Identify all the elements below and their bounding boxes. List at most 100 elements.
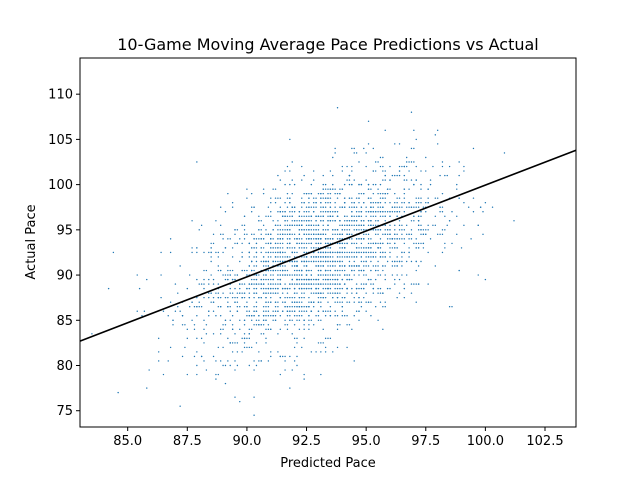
scatter-point [370, 251, 372, 254]
scatter-point [324, 283, 327, 285]
scatter-point [274, 287, 277, 290]
scatter-point [358, 211, 360, 213]
scatter-point [196, 351, 198, 353]
scatter-point [327, 283, 329, 285]
scatter-point [310, 269, 313, 272]
scatter-point [441, 229, 444, 231]
scatter-point [227, 265, 229, 267]
scatter-point [291, 215, 293, 217]
scatter-point [284, 233, 286, 236]
scatter-point [353, 147, 355, 150]
scatter-point [248, 287, 251, 290]
scatter-point [396, 233, 398, 236]
scatter-point [417, 224, 420, 227]
scatter-point [377, 260, 379, 263]
scatter-point [382, 197, 384, 199]
scatter-point [463, 224, 465, 227]
scatter-point [384, 301, 386, 303]
scatter-point [293, 206, 296, 208]
scatter-point [224, 274, 227, 276]
scatter-point [360, 242, 363, 245]
scatter-point [389, 251, 391, 254]
scatter-point [253, 287, 255, 290]
scatter-point [405, 161, 408, 163]
scatter-point [303, 319, 305, 321]
scatter-point [386, 211, 389, 213]
scatter-point [348, 220, 351, 222]
scatter-point [298, 301, 301, 303]
scatter-point [329, 242, 332, 245]
scatter-point [351, 211, 353, 213]
scatter-point [291, 301, 293, 303]
scatter-point [265, 315, 267, 317]
scatter-point [348, 233, 351, 236]
scatter-point [324, 260, 327, 263]
scatter-point [336, 242, 339, 245]
scatter-point [360, 238, 363, 240]
scatter-point [382, 156, 384, 159]
scatter-point [296, 220, 298, 222]
scatter-point [334, 192, 336, 195]
scatter-point [279, 229, 282, 231]
scatter-point [327, 215, 329, 217]
scatter-point [332, 215, 334, 217]
scatter-point [286, 247, 289, 249]
scatter-point [365, 283, 367, 285]
scatter-point [305, 192, 308, 195]
scatter-point [296, 251, 298, 254]
scatter-point [286, 197, 289, 199]
scatter-point [279, 373, 282, 376]
scatter-point [384, 179, 386, 181]
scatter-point [305, 278, 308, 281]
scatter-point [267, 265, 270, 267]
scatter-point [367, 220, 370, 222]
scatter-point [260, 238, 262, 240]
scatter-point [317, 224, 320, 227]
scatter-point [236, 301, 239, 303]
scatter-point [389, 287, 391, 290]
scatter-point [143, 310, 146, 312]
scatter-point [243, 296, 246, 299]
scatter-point [374, 211, 377, 213]
scatter-point [291, 179, 293, 181]
scatter-point [327, 337, 329, 340]
scatter-point [374, 233, 377, 236]
scatter-point [279, 206, 282, 208]
scatter-point [227, 296, 229, 299]
scatter-point [351, 170, 353, 172]
scatter-point [348, 274, 351, 276]
scatter-point [317, 278, 320, 281]
scatter-point [212, 233, 215, 236]
scatter-point [229, 319, 231, 321]
scatter-point [289, 247, 291, 249]
scatter-point [336, 215, 339, 217]
scatter-point [320, 215, 322, 217]
scatter-point [367, 143, 370, 145]
scatter-point [243, 269, 246, 272]
scatter-point [289, 224, 291, 227]
scatter-point [348, 251, 351, 254]
scatter-point [408, 238, 410, 240]
scatter-point [217, 306, 220, 308]
scatter-point [138, 287, 141, 290]
scatter-point [334, 269, 336, 272]
scatter-point [370, 260, 372, 263]
scatter-point [217, 373, 220, 376]
scatter-point [308, 283, 310, 285]
scatter-point [317, 315, 320, 317]
scatter-point [377, 233, 379, 236]
scatter-point [370, 188, 372, 190]
scatter-point [179, 310, 181, 312]
scatter-point [327, 224, 329, 227]
scatter-point [336, 296, 339, 299]
scatter-point [286, 165, 289, 168]
scatter-point [360, 215, 363, 217]
scatter-point [367, 183, 370, 186]
scatter-point [293, 283, 296, 285]
scatter-point [336, 238, 339, 240]
scatter-point [255, 274, 258, 276]
scatter-point [305, 251, 308, 254]
scatter-point [236, 306, 239, 308]
scatter-point [403, 197, 406, 199]
scatter-point [210, 247, 212, 249]
